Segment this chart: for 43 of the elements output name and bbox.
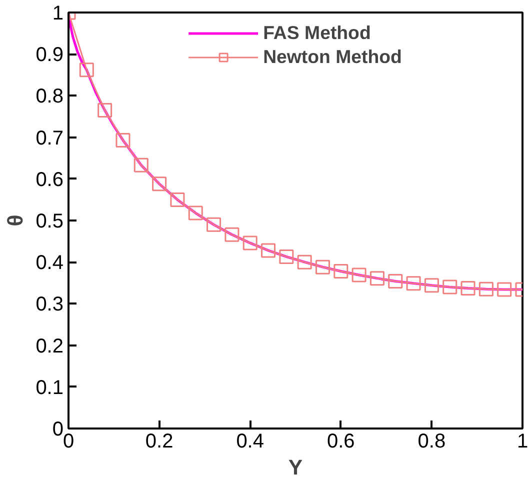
y-tick-label: 0.7 bbox=[36, 127, 64, 150]
legend-label: FAS Method bbox=[263, 22, 371, 44]
x-tick-label: 0.8 bbox=[418, 430, 446, 452]
point bbox=[224, 227, 240, 242]
y-tick-label: 1 bbox=[52, 2, 64, 24]
y-tick-label: 0.6 bbox=[36, 168, 64, 191]
point bbox=[297, 254, 312, 270]
x-tick-label: 1 bbox=[516, 430, 528, 452]
point bbox=[242, 236, 258, 250]
x-tick-label: 0.6 bbox=[327, 430, 355, 452]
point bbox=[442, 280, 458, 294]
point bbox=[388, 274, 403, 288]
point bbox=[134, 158, 148, 172]
y-tick-label: 0.5 bbox=[36, 210, 64, 232]
point bbox=[279, 249, 294, 264]
point bbox=[352, 268, 366, 282]
point bbox=[460, 281, 476, 296]
y-tick-label: 0.2 bbox=[36, 335, 64, 358]
point bbox=[315, 260, 330, 274]
point bbox=[406, 276, 421, 291]
y-tick-label: 0.8 bbox=[36, 86, 64, 108]
x-tick-label: 0.2 bbox=[145, 430, 174, 452]
point bbox=[79, 62, 94, 78]
point bbox=[98, 103, 112, 118]
point bbox=[116, 132, 130, 148]
point bbox=[478, 282, 494, 296]
x-tick-label: 0.4 bbox=[236, 430, 264, 452]
point bbox=[370, 271, 384, 286]
point bbox=[152, 176, 167, 192]
y-tick-label: 0.1 bbox=[36, 376, 64, 399]
y-tick-label: 0.9 bbox=[36, 44, 64, 66]
point bbox=[170, 192, 185, 207]
point bbox=[497, 282, 512, 297]
y-tick-label: 0.3 bbox=[36, 294, 64, 316]
x-axis-title: Y bbox=[288, 456, 303, 480]
point bbox=[261, 243, 276, 258]
y-axis-title: θ bbox=[4, 214, 28, 226]
y-tick-label: 0.4 bbox=[36, 252, 64, 274]
point bbox=[424, 278, 439, 293]
point bbox=[188, 206, 203, 220]
point bbox=[334, 264, 348, 278]
point bbox=[206, 217, 222, 232]
legend-label: Newton Method bbox=[263, 46, 402, 68]
